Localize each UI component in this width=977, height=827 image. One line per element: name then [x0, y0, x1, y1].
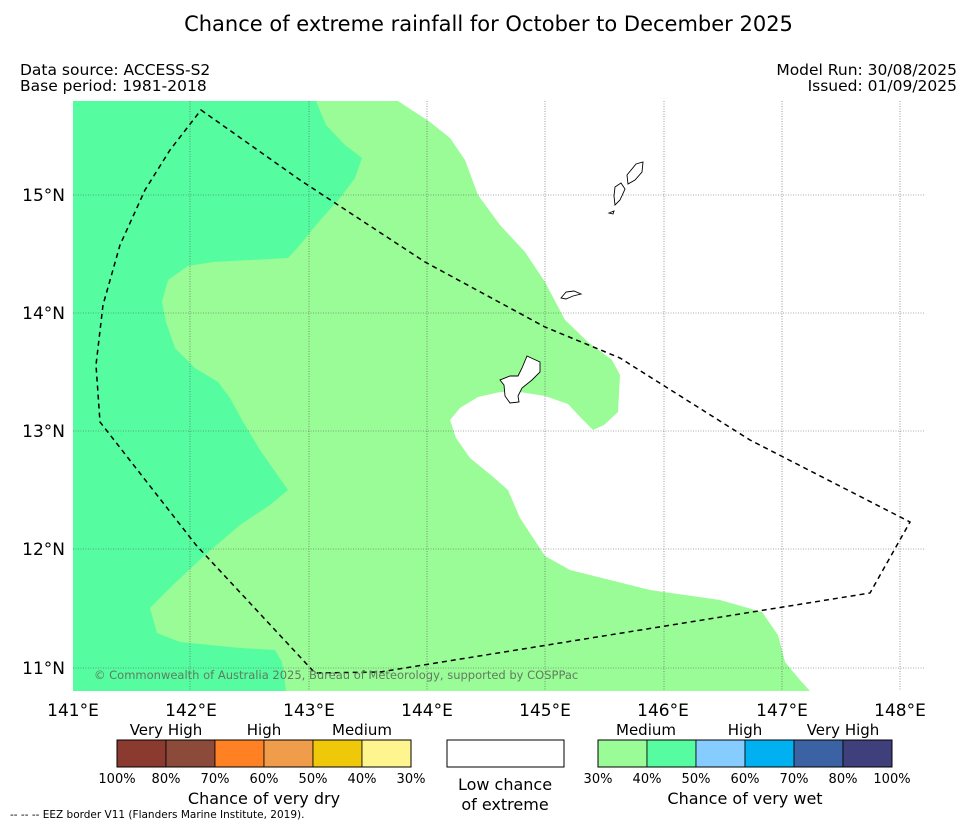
dry-legend-title: Chance of very dry [188, 789, 340, 808]
lon-label: 145°E [519, 701, 571, 721]
dry-percent: 70% [201, 772, 230, 787]
dry-legend: Very High High Medium 100% 80% 70% 60% 5… [98, 721, 425, 808]
map-title: Chance of extreme rainfall for October t… [184, 12, 793, 36]
map-plot-area [73, 101, 924, 691]
dry-percent: 60% [250, 772, 279, 787]
low-chance-swatch [446, 739, 565, 768]
lon-label: 144°E [401, 701, 453, 721]
wet-category-medium: Medium [616, 721, 676, 739]
rota-island [560, 290, 583, 300]
lon-label: 142°E [165, 701, 217, 721]
wet-swatch [842, 739, 893, 768]
dry-swatch [116, 739, 167, 768]
lon-label: 146°E [637, 701, 689, 721]
wet-legend-title: Chance of very wet [667, 789, 822, 808]
islands [499, 161, 644, 404]
low-chance-line1: Low chance [458, 775, 552, 794]
low-chance-legend: Low chance of extreme [446, 739, 565, 814]
dry-category-medium: Medium [332, 721, 392, 739]
graticule [73, 101, 924, 691]
wet-swatch [646, 739, 697, 768]
eez-border [95, 108, 912, 674]
lat-label: 11°N [22, 659, 65, 679]
lon-label: 141°E [47, 701, 99, 721]
wet-swatch [695, 739, 746, 768]
model-run-text: Model Run: 30/08/2025 [776, 61, 957, 79]
wet-percent-labels: 30% 40% 50% 60% 70% 80% 100% [584, 772, 911, 787]
latitude-labels: 15°N 14°N 13°N 12°N 11°N [22, 186, 65, 679]
dry-percent: 80% [152, 772, 181, 787]
wet-percent: 30% [584, 772, 613, 787]
wet-swatch [793, 739, 844, 768]
saipan-island [626, 161, 644, 185]
meta-right: Model Run: 30/08/2025 Issued: 01/09/2025 [776, 62, 957, 94]
dry-swatch [165, 739, 216, 768]
low-chance-line2: of extreme [461, 795, 548, 814]
dry-percent: 30% [397, 772, 426, 787]
high-wet-region [73, 101, 362, 691]
lat-label: 14°N [22, 304, 65, 324]
dry-category-high: High [247, 721, 281, 739]
eez-credits: -- -- -- EEZ border V11 (Flanders Marine… [10, 809, 305, 821]
lon-label: 143°E [283, 701, 335, 721]
dry-percent-labels: 100% 80% 70% 60% 50% 40% 30% [98, 772, 425, 787]
wet-legend: Medium High Very High 30% 40% 50% 60% 70… [584, 721, 911, 808]
lon-label: 148°E [874, 701, 926, 721]
dry-swatch-border [116, 739, 412, 768]
wet-category-high: High [728, 721, 762, 739]
wet-percent: 80% [829, 772, 858, 787]
lat-label: 12°N [22, 540, 65, 560]
data-source-text: Data source: ACCESS-S2 [20, 61, 211, 79]
dry-category-very-high: Very High [130, 721, 203, 739]
dry-swatches [116, 739, 412, 768]
meta-left: Data source: ACCESS-S2 Base period: 1981… [20, 62, 210, 94]
wet-category-very-high: Very High [807, 721, 880, 739]
low-chance-region [398, 101, 924, 691]
dry-swatch [263, 739, 314, 768]
dry-percent: 100% [98, 772, 135, 787]
tinian-island [613, 182, 626, 206]
wet-percent: 70% [780, 772, 809, 787]
base-period-text: Base period: 1981-2018 [20, 77, 207, 95]
wet-percent: 40% [633, 772, 662, 787]
lat-label: 13°N [22, 422, 65, 442]
wet-swatch [744, 739, 795, 768]
wet-swatches [597, 739, 893, 768]
wet-percent: 50% [682, 772, 711, 787]
aguijan-island [607, 210, 615, 215]
guam-island [499, 355, 541, 404]
copyright-text: © Commonwealth of Australia 2025, Bureau… [94, 668, 578, 682]
issued-text: Issued: 01/09/2025 [807, 77, 957, 95]
wet-swatch-border [597, 739, 893, 768]
dry-percent: 40% [348, 772, 377, 787]
dry-swatch [214, 739, 265, 768]
dry-swatch [361, 739, 412, 768]
lat-label: 15°N [22, 186, 65, 206]
longitude-labels: 141°E 142°E 143°E 144°E 145°E 146°E 147°… [47, 701, 926, 721]
dry-swatch [312, 739, 363, 768]
wet-percent: 60% [731, 772, 760, 787]
lon-label: 147°E [756, 701, 808, 721]
wet-percent: 100% [873, 772, 910, 787]
dry-percent: 50% [299, 772, 328, 787]
wet-swatch [597, 739, 648, 768]
